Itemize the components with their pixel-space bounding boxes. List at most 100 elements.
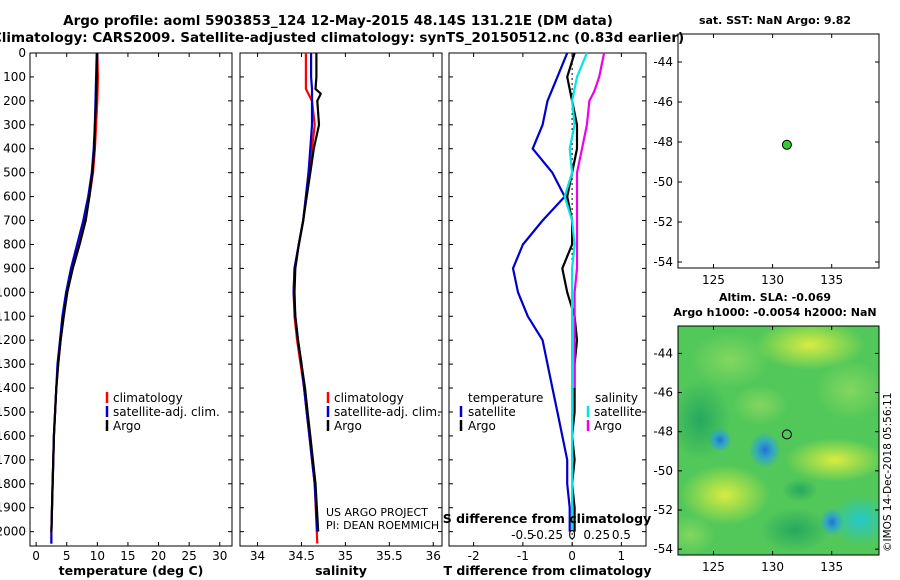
series-line-climatology xyxy=(50,52,100,544)
sla-map-panel: 125 130 135 -44 -46 -48 -50 -52 -54 xyxy=(653,325,880,574)
sal-diff-tick-label: 0.5 xyxy=(612,528,631,542)
legend-label-s-argo: Argo xyxy=(594,419,622,433)
sla-blob xyxy=(678,515,715,555)
legend-label-t-satellite: satellite xyxy=(468,405,516,419)
x-tick-label: 125 xyxy=(702,560,725,574)
y-tick-label: 200 xyxy=(3,94,26,108)
y-tick-label: 1000 xyxy=(0,285,26,299)
y-tick-label: -44 xyxy=(653,55,673,69)
y-tick-label: 1700 xyxy=(0,453,26,467)
y-tick-label: -54 xyxy=(653,255,673,269)
y-tick-label: 300 xyxy=(3,118,26,132)
difference-legend: temperature satellite Argo salinity sate… xyxy=(459,391,642,433)
legend-title-salinity: salinity xyxy=(595,391,638,405)
map-frame xyxy=(677,325,880,556)
figure-title-line1: Argo profile: aoml 5903853_124 12-May-20… xyxy=(63,13,613,29)
sal-diff-tick-label: 0 xyxy=(568,528,576,542)
legend-label-t-argo: Argo xyxy=(468,419,496,433)
sst-map-title: sat. SST: NaN Argo: 9.82 xyxy=(699,14,851,27)
imos-stamp: ©IMOS 14-Dec-2018 05:56:11 xyxy=(882,393,894,552)
plot-frame xyxy=(29,52,233,547)
x-tick-label: 30 xyxy=(212,549,227,563)
sla-title-line2: Argo h1000: -0.0054 h2000: NaN xyxy=(673,306,876,319)
y-tick-label: 1300 xyxy=(0,357,26,371)
sla-blob xyxy=(782,478,818,502)
x-tick-label: 15 xyxy=(120,549,135,563)
y-tick-label: 700 xyxy=(3,214,26,228)
sla-blob xyxy=(760,508,830,552)
y-tick-label: -50 xyxy=(653,175,673,189)
y-tick-label: -52 xyxy=(653,215,673,229)
temperature-panel: 0 5 10 15 20 25 300100200300400500600700800900… xyxy=(0,46,233,578)
x-axis-label: T difference from climatology xyxy=(443,563,651,578)
x-tick-label: 1 xyxy=(618,549,626,563)
salinity-diff-axis-label: S difference from climatology xyxy=(443,511,652,526)
credit-line2: PI: DEAN ROEMMICH xyxy=(326,519,439,532)
y-tick-label: 1500 xyxy=(0,405,26,419)
sal-diff-tick-label: -0.25 xyxy=(532,528,563,542)
sla-blob xyxy=(680,465,770,525)
x-tick-label: 25 xyxy=(182,549,197,563)
x-tick-label: -2 xyxy=(468,549,480,563)
series-line-t-argo xyxy=(561,52,579,532)
x-tick-label: 0 xyxy=(568,549,576,563)
legend-label-argo: Argo xyxy=(334,419,362,433)
sal-diff-tick-label: 0.25 xyxy=(583,528,610,542)
x-tick-label: 10 xyxy=(90,549,105,563)
x-tick-label: 5 xyxy=(63,549,71,563)
sla-blob xyxy=(815,360,879,420)
y-tick-label: 900 xyxy=(3,261,26,275)
sla-blob xyxy=(732,385,788,425)
x-tick-label: -1 xyxy=(517,549,529,563)
y-tick-label: 100 xyxy=(3,70,26,84)
y-tick-label: -48 xyxy=(653,135,673,149)
y-tick-label: 800 xyxy=(3,237,26,251)
sla-blob xyxy=(785,438,879,482)
x-tick-label: 130 xyxy=(761,273,784,287)
y-tick-label: -46 xyxy=(653,386,673,400)
y-tick-label: 1900 xyxy=(0,501,26,515)
legend-label-climatology: climatology xyxy=(113,391,183,405)
legend-label-satellite: satellite-adj. clim. xyxy=(334,405,441,419)
series-line-satellite-adj-clim- xyxy=(50,52,98,544)
series-line-t-satellite xyxy=(511,52,571,532)
salinity-legend: climatology satellite-adj. clim. Argo xyxy=(326,391,441,433)
y-tick-label: 0 xyxy=(18,46,26,60)
x-tick-label: 36 xyxy=(426,549,441,563)
series-line-argo xyxy=(293,53,322,532)
salinity-diff-ticks: -0.5-0.25 0 0.25 0.5 xyxy=(511,528,631,542)
y-tick-label: 1100 xyxy=(0,309,26,323)
x-tick-label: 135 xyxy=(820,273,843,287)
series-line-argo xyxy=(50,52,99,532)
sla-heatmap xyxy=(678,326,879,555)
sla-title-line1: Altim. SLA: -0.069 xyxy=(719,291,831,304)
sla-blob xyxy=(755,326,865,370)
y-tick-label: 500 xyxy=(3,166,26,180)
x-tick-label: 125 xyxy=(702,273,725,287)
y-tick-label: 1200 xyxy=(0,333,26,347)
y-tick-label: 2000 xyxy=(0,525,26,539)
y-tick-label: 600 xyxy=(3,190,26,204)
x-tick-label: 130 xyxy=(761,560,784,574)
sla-blob xyxy=(690,332,770,388)
plot-frame xyxy=(448,52,647,547)
legend-label-climatology: climatology xyxy=(334,391,404,405)
series-line-s-satellite xyxy=(563,52,588,532)
map-frame xyxy=(677,33,880,269)
x-axis-label: salinity xyxy=(315,563,367,578)
y-tick-label: 1600 xyxy=(0,429,26,443)
difference-panel: -2 -1 0 1T difference from climatology xyxy=(443,52,652,578)
temperature-legend: climatology satellite-adj. clim. Argo xyxy=(105,391,220,433)
figure-title-line2: Climatology: CARS2009. Satellite-adjuste… xyxy=(0,30,684,46)
sla-blob xyxy=(820,508,844,536)
y-tick-label: -46 xyxy=(653,95,673,109)
legend-label-s-satellite: satellite xyxy=(594,405,642,419)
series-line-s-argo xyxy=(573,52,606,388)
sla-blob xyxy=(708,428,732,452)
sal-diff-tick-label: -0.5 xyxy=(511,528,534,542)
credit-line1: US ARGO PROJECT xyxy=(326,506,428,519)
y-tick-label: 1400 xyxy=(0,381,26,395)
x-tick-label: 20 xyxy=(151,549,166,563)
y-tick-label: -44 xyxy=(653,346,673,360)
legend-label-satellite: satellite-adj. clim. xyxy=(113,405,220,419)
